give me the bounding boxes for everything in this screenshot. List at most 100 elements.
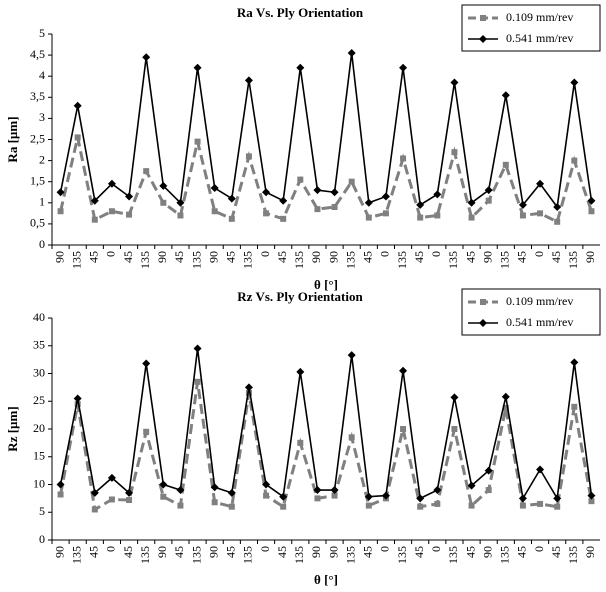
legend-marker xyxy=(480,15,486,21)
marker xyxy=(451,149,458,156)
x-tick-label: 135 xyxy=(292,546,306,564)
marker xyxy=(518,200,527,209)
marker xyxy=(553,494,562,503)
x-tick-label: 45 xyxy=(361,546,375,558)
marker xyxy=(587,491,596,500)
marker xyxy=(297,439,304,446)
marker xyxy=(365,502,372,509)
legend-marker xyxy=(479,319,487,327)
x-tick-label: 135 xyxy=(138,546,152,564)
marker xyxy=(280,215,287,222)
marker xyxy=(211,208,218,215)
legend-marker xyxy=(479,35,487,43)
marker xyxy=(245,153,252,160)
marker xyxy=(450,78,459,87)
y-tick-label: 0 xyxy=(39,532,45,546)
marker xyxy=(451,426,458,432)
y-tick-label: 40 xyxy=(33,310,45,324)
series-line xyxy=(59,348,593,501)
legend-box xyxy=(461,4,601,52)
x-tick-label: 0 xyxy=(258,251,272,257)
marker xyxy=(484,466,493,475)
marker xyxy=(245,389,252,396)
marker xyxy=(382,210,389,217)
x-tick-label: 135 xyxy=(343,251,357,269)
marker xyxy=(279,196,288,205)
marker xyxy=(194,378,201,385)
marker xyxy=(485,487,492,494)
y-tick-label: 20 xyxy=(33,421,45,435)
x-tick-label: 135 xyxy=(241,251,255,269)
x-tick-label: 90 xyxy=(309,251,323,263)
marker xyxy=(210,483,219,492)
x-tick-label: 45 xyxy=(87,251,101,263)
marker xyxy=(588,498,595,505)
marker xyxy=(126,497,133,504)
x-tick-label: 135 xyxy=(395,546,409,564)
marker xyxy=(518,494,527,503)
y-tick-label: 0 xyxy=(39,237,45,251)
marker xyxy=(519,212,526,219)
marker xyxy=(502,404,509,411)
marker xyxy=(571,157,578,164)
marker xyxy=(554,503,561,510)
marker xyxy=(570,78,579,87)
marker xyxy=(501,91,510,100)
x-tick-label: 45 xyxy=(463,251,477,263)
marker xyxy=(347,48,356,57)
y-axis-label: Rz [µm] xyxy=(5,406,20,451)
x-tick-label: 90 xyxy=(480,251,494,263)
marker xyxy=(313,186,322,195)
marker xyxy=(91,506,98,513)
y-tick-label: 0,5 xyxy=(30,216,45,230)
y-tick-label: 10 xyxy=(33,476,45,490)
x-tick-label: 45 xyxy=(515,546,529,558)
marker xyxy=(176,486,185,495)
marker xyxy=(142,53,151,62)
x-axis-label: θ [°] xyxy=(314,277,338,292)
marker xyxy=(381,491,390,500)
series-line xyxy=(59,381,593,512)
y-tick-label: 1 xyxy=(39,195,45,209)
marker xyxy=(467,198,476,207)
subplot: Rz Vs. Ply Orientation Rz [µm] θ [°] 0 5 10 15… xyxy=(5,288,601,587)
marker xyxy=(244,76,253,85)
y-tick-label: 2 xyxy=(39,152,45,166)
subplot: Ra Vs. Ply Orientation Ra [µm] θ [°] 0 0,5 1 1… xyxy=(5,4,601,292)
marker xyxy=(502,161,509,168)
marker xyxy=(364,198,373,207)
x-tick-label: 135 xyxy=(189,546,203,564)
marker xyxy=(417,214,424,221)
marker xyxy=(536,465,545,474)
x-tick-label: 45 xyxy=(87,546,101,558)
marker xyxy=(537,210,544,217)
marker xyxy=(143,168,150,175)
x-tick-label: 90 xyxy=(326,546,340,558)
series-line xyxy=(59,52,593,210)
x-tick-label: 45 xyxy=(412,251,426,263)
x-tick-label: 45 xyxy=(463,546,477,558)
x-tick-label: 45 xyxy=(412,546,426,558)
x-tick-label: 135 xyxy=(566,251,580,269)
y-tick-label: 3 xyxy=(39,110,45,124)
marker xyxy=(553,203,562,212)
marker xyxy=(56,188,65,197)
x-tick-label: 0 xyxy=(429,251,443,257)
y-tick-label: 3,5 xyxy=(30,89,45,103)
x-tick-label: 0 xyxy=(378,546,392,552)
x-tick-label: 90 xyxy=(206,546,220,558)
marker xyxy=(519,502,526,509)
x-tick-label: 45 xyxy=(224,546,238,558)
legend-label: 0.541 mm/rev xyxy=(506,315,573,329)
marker xyxy=(262,480,271,489)
marker xyxy=(73,394,82,403)
marker xyxy=(467,481,476,490)
x-tick-label: 135 xyxy=(395,251,409,269)
marker xyxy=(434,500,441,507)
y-tick-label: 30 xyxy=(33,365,45,379)
marker xyxy=(159,480,168,489)
x-tick-label: 45 xyxy=(172,251,186,263)
x-tick-label: 0 xyxy=(532,546,546,552)
x-tick-label: 135 xyxy=(566,546,580,564)
